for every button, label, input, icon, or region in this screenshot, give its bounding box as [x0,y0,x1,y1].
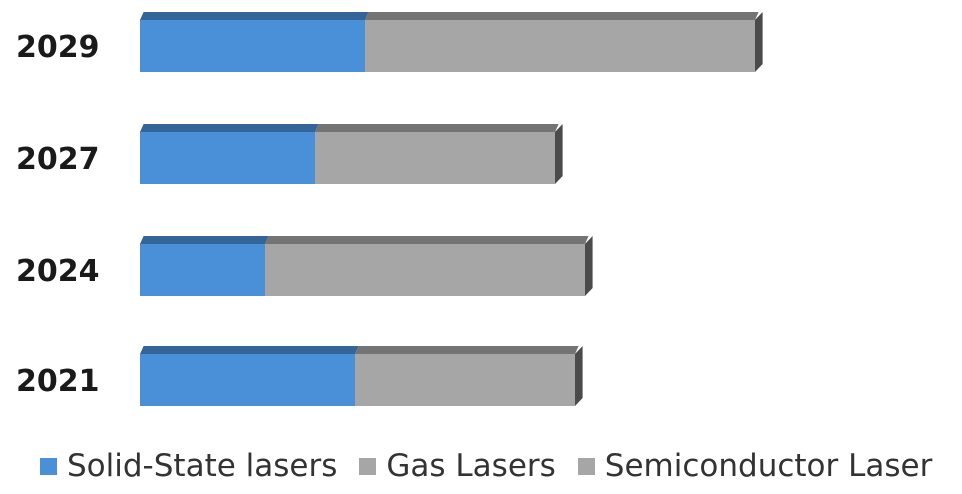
category-label-2029: 2029 [16,30,100,65]
bar-2027-solid-state-lasers [140,132,315,184]
legend-item-gas-lasers: Gas Lasers [359,448,556,484]
bar-top-2027-1 [315,124,559,132]
category-label-2027: 2027 [16,142,100,177]
bar-side-2021 [575,346,583,406]
bar-side-2024 [585,236,593,296]
bar-2027-gas-lasers [315,132,555,184]
bar-2021-solid-state-lasers [140,354,355,406]
legend-item-solid-state-lasers: Solid-State lasers [40,448,337,484]
legend-swatch [40,457,57,475]
bar-2029-gas-lasers [365,20,755,72]
bar-side-2027 [555,124,563,184]
bar-2021-gas-lasers [355,354,575,406]
bar-top-2021-0 [140,346,359,354]
legend-swatch [577,457,595,475]
bar-2024-solid-state-lasers [140,244,265,296]
bar-2029-solid-state-lasers [140,20,365,72]
bar-top-2027-0 [140,124,319,132]
bar-top-2029-1 [365,12,759,20]
bars-group [140,12,763,406]
category-label-2024: 2024 [16,254,100,289]
bar-top-2024-1 [265,236,589,244]
legend-item-semiconductor-laser: Semiconductor Laser [577,448,933,484]
legend-label: Semiconductor Laser [604,448,933,484]
category-label-2021: 2021 [16,364,100,399]
bar-top-2024-0 [140,236,269,244]
category-labels: 2029 2027 2024 2021 [16,30,100,399]
bar-top-2029-0 [140,12,369,20]
bar-side-2029 [755,12,763,72]
stacked-bar-chart: 2029 2027 2024 2021 [16,12,763,406]
bar-2024-gas-lasers [265,244,585,296]
legend: Solid-State lasers Gas Lasers Semiconducto… [40,448,954,484]
legend-swatch [359,457,377,475]
bar-top-2021-1 [355,346,579,354]
legend-label: Solid-State lasers [67,448,338,484]
legend-label: Gas Lasers [386,448,556,484]
